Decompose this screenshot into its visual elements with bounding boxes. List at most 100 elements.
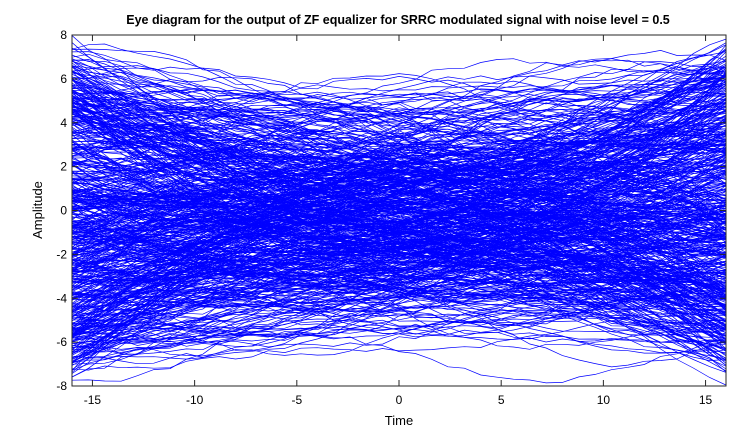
eye-trace <box>72 132 726 268</box>
y-tick-label: 0 <box>60 204 67 218</box>
eye-trace <box>72 62 726 212</box>
y-tick-label: 6 <box>60 72 67 86</box>
eye-trace <box>72 224 726 300</box>
eye-trace <box>72 58 726 114</box>
eye-trace <box>72 268 726 301</box>
eye-trace <box>72 161 726 331</box>
eye-trace <box>72 190 726 272</box>
x-tick-label: 15 <box>699 393 713 407</box>
eye-trace <box>72 170 726 241</box>
eye-trace <box>72 97 726 307</box>
eye-trace <box>72 84 726 139</box>
eye-trace <box>72 189 726 340</box>
x-tick-label: 5 <box>498 393 505 407</box>
eye-trace <box>72 66 726 365</box>
eye-trace <box>72 295 726 364</box>
eye-trace <box>72 98 726 372</box>
eye-traces <box>72 35 726 386</box>
y-axis-label: Amplitude <box>30 181 45 239</box>
x-axis-label: Time <box>385 413 413 428</box>
eye-trace <box>72 101 726 313</box>
eye-trace <box>72 107 726 261</box>
eye-trace <box>72 87 726 329</box>
eye-trace <box>72 89 726 147</box>
eye-trace <box>72 197 726 250</box>
eye-trace <box>72 89 726 277</box>
eye-trace <box>72 76 726 210</box>
y-tick-label: 2 <box>60 160 67 174</box>
eye-trace <box>72 104 726 309</box>
eye-trace <box>72 256 726 345</box>
eye-trace <box>72 214 726 297</box>
eye-trace <box>72 81 726 158</box>
chart-title: Eye diagram for the output of ZF equaliz… <box>126 13 670 27</box>
x-axis: -15 -10 -5 0 5 10 15 <box>84 35 713 407</box>
y-tick-label: -6 <box>56 335 67 349</box>
eye-trace <box>72 83 726 270</box>
eye-trace <box>72 180 726 313</box>
y-axis: -8 -6 -4 -2 0 2 4 6 8 <box>56 28 726 393</box>
x-tick-label: 10 <box>597 393 611 407</box>
eye-trace <box>72 205 726 308</box>
eye-trace <box>72 90 726 153</box>
eye-trace <box>72 224 726 356</box>
eye-trace <box>72 77 726 114</box>
eye-trace <box>72 144 726 251</box>
eye-trace <box>72 96 726 200</box>
eye-trace <box>72 319 726 347</box>
eye-trace <box>72 108 726 302</box>
eye-trace <box>72 102 726 298</box>
eye-trace <box>72 70 726 316</box>
eye-trace <box>72 182 726 309</box>
eye-trace <box>72 82 726 265</box>
eye-trace <box>72 193 726 269</box>
eye-trace <box>72 63 726 219</box>
eye-trace <box>72 65 726 141</box>
eye-trace <box>72 248 726 307</box>
eye-trace <box>72 201 726 280</box>
eye-trace <box>72 166 726 272</box>
eye-trace <box>72 69 726 338</box>
eye-trace <box>72 112 726 341</box>
eye-trace <box>72 113 726 243</box>
eye-trace <box>72 138 726 187</box>
eye-trace <box>72 66 726 233</box>
x-tick-label: -15 <box>84 393 102 407</box>
eye-trace <box>72 35 726 197</box>
eye-trace <box>72 152 726 295</box>
eye-trace <box>72 83 726 234</box>
eye-trace <box>72 130 726 193</box>
y-tick-label: 4 <box>60 116 67 130</box>
y-tick-label: -8 <box>56 379 67 393</box>
eye-trace <box>72 188 726 334</box>
eye-trace <box>72 203 726 360</box>
eye-trace <box>72 102 726 273</box>
eye-trace <box>72 75 726 328</box>
eye-trace <box>72 326 726 365</box>
eye-trace <box>72 171 726 291</box>
eye-trace <box>72 66 726 245</box>
eye-trace <box>72 175 726 287</box>
x-tick-label: 0 <box>396 393 403 407</box>
eye-trace <box>72 177 726 264</box>
eye-trace <box>72 244 726 347</box>
y-tick-label: -2 <box>56 247 67 261</box>
eye-trace <box>72 237 726 292</box>
eye-trace <box>72 183 726 337</box>
eye-trace <box>72 310 726 349</box>
eye-trace <box>72 108 726 153</box>
eye-trace <box>72 112 726 285</box>
eye-trace <box>72 134 726 235</box>
eye-trace <box>72 269 726 378</box>
eye-trace <box>72 143 726 305</box>
eye-trace <box>72 92 726 200</box>
x-tick-label: -10 <box>186 393 204 407</box>
eye-trace <box>72 106 726 243</box>
eye-trace <box>72 97 726 326</box>
eye-trace <box>72 185 726 339</box>
eye-trace <box>72 112 726 308</box>
eye-trace <box>72 99 726 290</box>
eye-trace <box>72 333 726 384</box>
